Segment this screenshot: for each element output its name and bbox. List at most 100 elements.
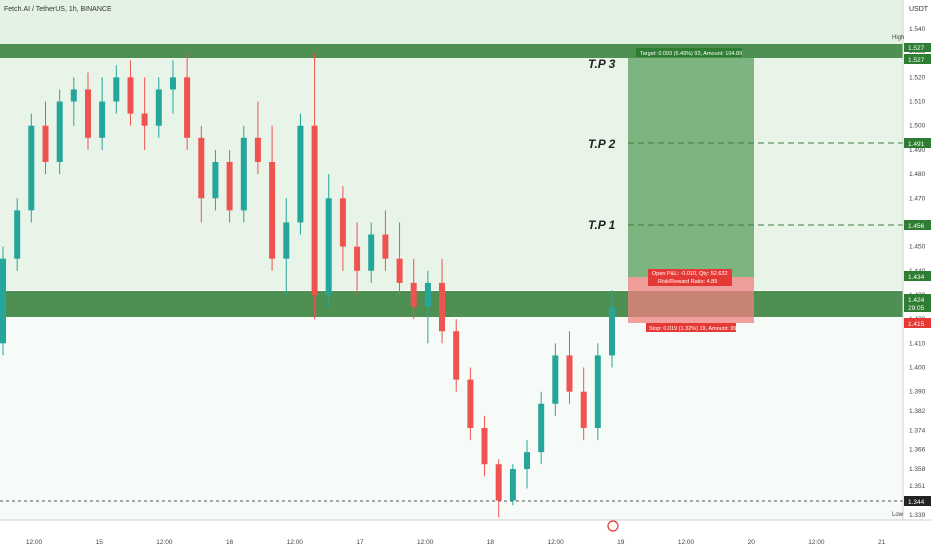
candle-body <box>283 222 290 259</box>
candle <box>467 367 474 441</box>
price-tick-label: 1.382 <box>909 408 926 415</box>
price-tick-label: 1.400 <box>909 365 926 372</box>
candle-body <box>552 355 559 404</box>
symbol-title: Fetch.AI / TetherUS, 1h, BINANCE <box>4 6 112 13</box>
price-tick-label: 1.470 <box>909 195 926 202</box>
candle-body <box>85 89 91 138</box>
time-tick-label: 19 <box>617 539 625 546</box>
candle-body <box>538 403 545 453</box>
candle <box>594 343 601 441</box>
candle <box>609 290 615 368</box>
high-label: High <box>892 35 904 41</box>
price-ticks: 1.5401.5311.5201.5101.5001.4901.4801.470… <box>909 26 926 519</box>
candle-body <box>184 77 191 138</box>
candle-body <box>424 282 431 308</box>
countdown-badge: 29:05 <box>908 305 925 312</box>
price-tick-label: 1.374 <box>909 427 926 434</box>
candle <box>28 113 35 223</box>
candle <box>297 113 304 235</box>
candle-body <box>99 101 106 138</box>
time-tick-label: 12:00 <box>547 539 564 546</box>
candle <box>226 149 233 223</box>
candle-body <box>127 77 134 114</box>
candle <box>70 77 77 126</box>
candle <box>155 77 162 138</box>
candle <box>339 186 346 271</box>
candle <box>85 72 91 150</box>
high-badge: 1.527 <box>908 45 925 52</box>
open-pnl-text: Open P&L: -0.010, Qty: 52.632 <box>652 271 728 277</box>
price-tick-label: 1.520 <box>909 74 926 81</box>
candle-body <box>382 234 389 259</box>
candle <box>382 210 389 271</box>
candle <box>240 125 247 223</box>
target-text: Target: 0.093 (6.49%) 93, Amount: 104.89 <box>640 51 742 57</box>
candle-body <box>141 113 148 126</box>
candle <box>127 60 134 126</box>
support-zone <box>0 291 903 317</box>
candle-body <box>566 355 573 392</box>
candle <box>14 198 21 271</box>
candle-body <box>467 379 474 428</box>
candle-body <box>396 258 403 283</box>
currency-label: USDT <box>909 6 929 13</box>
candle-body <box>354 246 361 271</box>
price-tick-label: 1.480 <box>909 171 926 178</box>
candle-body <box>240 137 247 211</box>
candle-body <box>453 331 460 380</box>
candle-body <box>509 469 516 501</box>
resistance-zone <box>0 44 903 58</box>
tp2-badge: 1.491 <box>908 141 925 148</box>
candle-body <box>368 234 375 271</box>
target-badge: 1.527 <box>908 57 925 64</box>
price-tick-label: 1.358 <box>909 466 926 473</box>
candle-body <box>70 89 77 102</box>
candle <box>396 222 403 295</box>
low-label: Low <box>892 512 904 518</box>
candle-body <box>155 89 162 126</box>
entry-badge: 1.434 <box>908 274 925 281</box>
candle <box>424 270 431 344</box>
replay-icon[interactable] <box>607 520 619 532</box>
time-tick-label: 17 <box>356 539 364 546</box>
candle <box>184 53 191 150</box>
candle-body <box>339 198 346 247</box>
tp2-label: T.P 2 <box>588 137 616 151</box>
stop-text: Stop: 0.019 (1.32%) 19, Amount: 99 <box>649 326 736 332</box>
candle-body <box>14 210 21 259</box>
candle-body <box>481 427 488 465</box>
candle-body <box>113 77 120 102</box>
candle <box>524 440 530 489</box>
rr-text: Risk/Reward Ratio: 4.89 <box>658 279 717 285</box>
stop-badge: 1.415 <box>908 321 925 328</box>
price-tick-label: 1.510 <box>909 99 926 106</box>
candle-body <box>524 452 530 470</box>
candle <box>254 101 261 175</box>
candle <box>141 77 148 150</box>
candle <box>0 246 6 356</box>
candle <box>580 367 587 441</box>
price-tick-label: 1.390 <box>909 389 926 396</box>
candle <box>509 464 516 506</box>
candle <box>170 60 176 114</box>
price-tick-label: 1.339 <box>909 512 926 519</box>
price-tick-label: 1.351 <box>909 483 926 490</box>
candle <box>311 53 318 320</box>
candle <box>198 125 205 223</box>
candle <box>113 65 120 114</box>
candle-body <box>580 391 587 428</box>
candle-body <box>254 137 261 162</box>
tp3-label: T.P 3 <box>588 57 616 71</box>
candle <box>453 319 460 392</box>
candle-body <box>212 161 219 199</box>
candle <box>481 415 488 477</box>
price-tick-label: 1.450 <box>909 244 926 251</box>
time-tick-label: 20 <box>748 539 756 546</box>
time-tick-label: 16 <box>226 539 234 546</box>
candle-body <box>594 355 601 428</box>
candle <box>410 258 417 320</box>
candle-body <box>269 161 276 259</box>
time-tick-label: 12:00 <box>156 539 173 546</box>
candle-body <box>42 125 49 162</box>
